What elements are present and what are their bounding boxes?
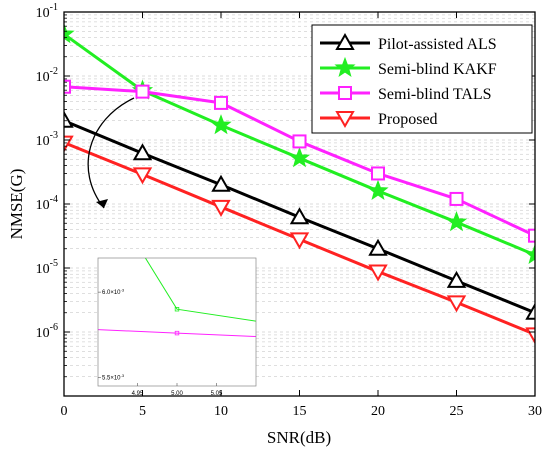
y-axis-title: NMSE(G) <box>7 169 26 240</box>
inset-data-point <box>174 330 180 336</box>
y-tick-label: 10-1 <box>36 2 58 21</box>
legend-marker <box>335 111 355 129</box>
series-layer <box>64 23 535 345</box>
legend-label: Proposed <box>378 111 438 128</box>
data-point <box>446 295 467 313</box>
legend-label: Semi-blind TALS <box>378 86 492 103</box>
inset-x-tick-label: 5.05 <box>211 391 223 397</box>
data-point <box>449 191 464 206</box>
data-point <box>368 238 388 256</box>
legend-marker <box>338 86 352 100</box>
inset-background <box>98 258 256 386</box>
data-point <box>524 243 535 264</box>
data-point <box>64 110 74 128</box>
inset-y-tick-label: 5.5×10-3 <box>102 373 125 382</box>
x-tick-label: 25 <box>450 404 464 419</box>
x-tick-label: 0 <box>61 404 68 419</box>
x-tick-label: 5 <box>139 404 146 419</box>
data-point <box>211 199 231 217</box>
y-tick-label: 10-2 <box>36 66 58 85</box>
data-point <box>371 166 385 181</box>
data-point <box>367 179 389 200</box>
y-tick-label: 10-5 <box>36 258 58 277</box>
legend-marker <box>335 32 355 50</box>
zoom-inset: 4.95 5.00 5.05 6.0×10-3 5.5×10-3 <box>97 257 257 397</box>
inset-x-tick-label: 5.00 <box>171 391 183 397</box>
data-point <box>288 147 311 168</box>
zoom-pointer-arrow-line <box>87 97 135 209</box>
legend-marker <box>334 56 356 78</box>
x-tick-label: 15 <box>293 404 307 419</box>
zoom-pointer-arrowhead <box>96 199 108 208</box>
data-point <box>445 211 468 232</box>
data-point <box>446 270 467 288</box>
inset-series-line <box>144 258 256 322</box>
data-point <box>528 228 535 243</box>
legend-label: Semi-blind KAKF <box>378 61 497 78</box>
data-point <box>210 114 232 135</box>
data-point <box>368 264 388 282</box>
inset-series-layer <box>98 258 256 338</box>
data-point <box>132 143 153 161</box>
y-tick-label: 10-6 <box>36 322 58 341</box>
inset-x-tick-label: 4.95 <box>132 391 144 397</box>
inset-series-line <box>98 329 256 338</box>
data-point <box>289 207 310 225</box>
inset-data-point <box>174 306 180 312</box>
legend: Pilot-assisted ALS Semi-blind KAKF Semi-bl… <box>311 24 533 134</box>
inset-axes: 4.95 5.00 5.05 6.0×10-3 5.5×10-3 <box>98 288 223 397</box>
data-point <box>211 174 231 192</box>
data-point <box>132 167 153 185</box>
data-point <box>525 302 535 320</box>
axes: 0 5 10 15 20 25 30 10-1 10-2 10-3 10-4 10-5 10-6 <box>36 2 542 419</box>
y-tick-label: 10-3 <box>36 130 58 149</box>
data-point <box>135 84 150 99</box>
data-point <box>292 134 307 149</box>
y-tick-label: 10-4 <box>36 194 58 213</box>
x-tick-label: 10 <box>214 404 228 419</box>
data-point <box>289 232 310 250</box>
inset-y-tick-label: 6.0×10-3 <box>102 288 125 297</box>
legend-label: Pilot-assisted ALS <box>378 36 497 53</box>
x-axis-title: SNR(dB) <box>267 428 331 447</box>
x-tick-label: 30 <box>528 404 542 419</box>
x-tick-label: 20 <box>371 404 385 419</box>
data-point <box>214 95 228 110</box>
data-point <box>64 79 71 94</box>
